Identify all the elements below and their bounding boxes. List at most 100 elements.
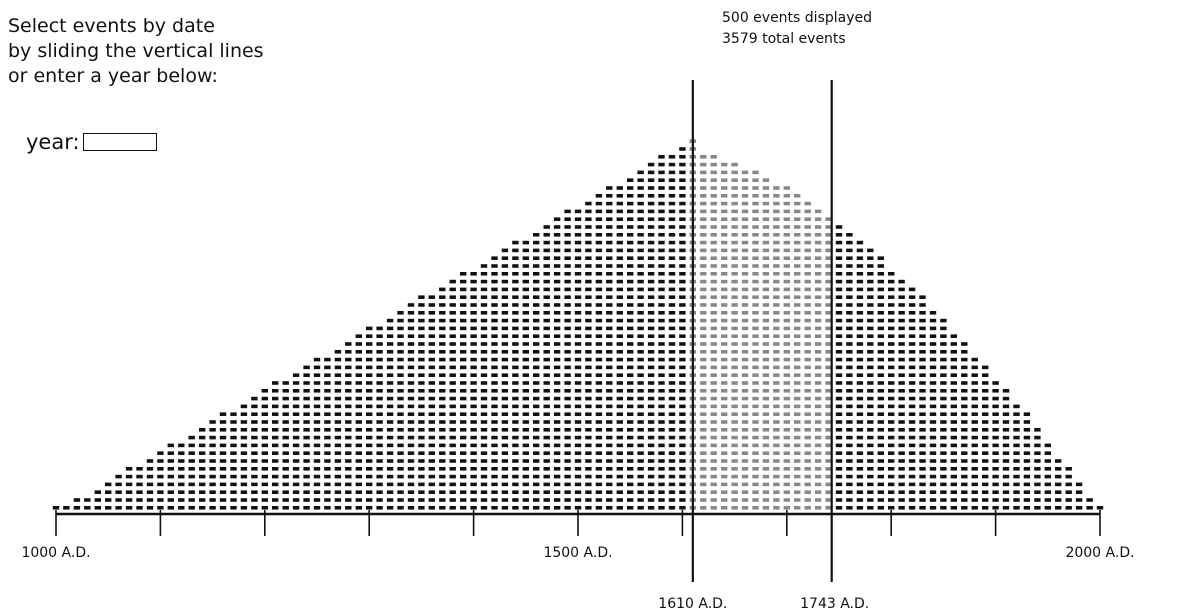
- event-dot: [199, 451, 206, 455]
- event-dot: [574, 428, 582, 432]
- event-dot: [679, 287, 686, 292]
- event-dot: [188, 435, 195, 440]
- event-dot: [376, 350, 383, 354]
- event-dot: [491, 404, 498, 409]
- event-dot: [491, 279, 498, 284]
- event-dot: [199, 435, 206, 440]
- event-dot: [773, 342, 780, 346]
- event-dot: [992, 482, 999, 487]
- event-dot: [835, 240, 843, 245]
- event-dot: [898, 318, 905, 323]
- event-dot: [929, 318, 937, 323]
- event-dot: [721, 186, 728, 190]
- event-dot: [407, 412, 415, 416]
- event-dot: [773, 389, 780, 393]
- event-dot: [606, 311, 613, 315]
- event-dot: [1044, 474, 1051, 479]
- event-dot: [950, 334, 957, 338]
- event-dot: [668, 396, 676, 401]
- event-dot: [501, 365, 509, 370]
- event-dot: [428, 498, 435, 502]
- event-dot: [783, 443, 790, 448]
- event-dot: [971, 490, 978, 494]
- event-dot: [888, 396, 895, 401]
- event-dot: [334, 381, 342, 385]
- event-dot: [877, 381, 884, 385]
- event-dot: [199, 474, 206, 479]
- event-dot: [386, 326, 394, 331]
- event-dot: [345, 498, 352, 502]
- event-dot: [627, 342, 634, 346]
- event-dot: [345, 342, 352, 346]
- event-dot: [251, 451, 258, 455]
- event-dot: [428, 326, 435, 331]
- event-dot: [366, 459, 373, 463]
- event-dot: [574, 365, 582, 370]
- event-dot: [679, 467, 686, 471]
- event-dot: [762, 506, 770, 510]
- event-dot: [564, 506, 571, 510]
- event-dot: [731, 474, 738, 479]
- event-dot: [961, 506, 968, 510]
- event-dot: [397, 350, 404, 354]
- event-dot: [616, 279, 623, 284]
- event-dot: [334, 428, 342, 432]
- event-dot: [585, 240, 592, 245]
- event-dot: [898, 404, 905, 409]
- event-dot: [835, 318, 843, 323]
- event-dot: [762, 365, 770, 370]
- event-dot: [606, 194, 613, 198]
- event-dot: [219, 443, 227, 448]
- year-input[interactable]: [82, 133, 157, 151]
- event-dot: [627, 178, 634, 182]
- event-dot: [418, 295, 425, 299]
- event-dot: [533, 459, 540, 463]
- event-dot: [595, 506, 603, 510]
- event-dot: [804, 428, 811, 432]
- event-dot: [721, 357, 728, 362]
- event-dot: [877, 334, 884, 338]
- event-dot: [595, 459, 603, 463]
- event-dot: [543, 404, 550, 409]
- event-dot: [564, 334, 571, 338]
- event-dot: [564, 389, 571, 393]
- event-dot: [1002, 482, 1010, 487]
- event-dot: [533, 506, 540, 510]
- event-dot: [616, 373, 623, 377]
- event-dot: [773, 350, 780, 354]
- event-dot: [428, 373, 435, 377]
- event-dot: [501, 350, 509, 354]
- event-dot: [616, 389, 623, 393]
- event-dot: [773, 506, 780, 510]
- event-dot: [668, 459, 676, 463]
- event-dot: [282, 443, 289, 448]
- event-dot: [272, 435, 279, 440]
- event-dot: [700, 373, 707, 377]
- event-dot: [345, 412, 352, 416]
- event-dot: [877, 295, 884, 299]
- event-dot: [762, 373, 770, 377]
- event-dot: [324, 498, 331, 502]
- event-dot: [470, 357, 477, 362]
- event-dot: [282, 381, 289, 385]
- event-dot: [741, 326, 749, 331]
- event-dot: [460, 435, 467, 440]
- event-dot: [407, 373, 415, 377]
- event-dot: [261, 490, 268, 494]
- event-dot: [616, 350, 623, 354]
- event-dot: [209, 490, 216, 494]
- event-dot: [564, 225, 571, 229]
- event-dot: [386, 474, 394, 479]
- event-dot: [971, 412, 978, 416]
- event-dot: [240, 451, 248, 455]
- event-dot: [574, 311, 582, 315]
- event-dot: [376, 506, 383, 510]
- event-dot: [501, 279, 509, 284]
- event-dot: [261, 428, 268, 432]
- event-dot: [512, 373, 519, 377]
- event-dot: [647, 389, 655, 393]
- event-dot: [919, 459, 926, 463]
- event-dot: [825, 490, 832, 494]
- event-dot: [553, 357, 561, 362]
- event-dot: [856, 311, 864, 315]
